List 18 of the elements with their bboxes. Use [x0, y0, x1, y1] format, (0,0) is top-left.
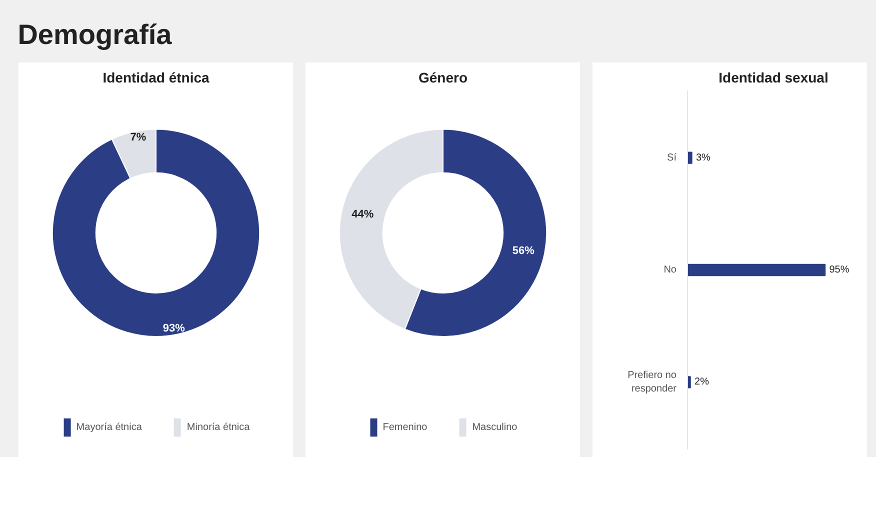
data-label: 93%	[162, 322, 186, 334]
legend-label: Masculino	[472, 422, 518, 432]
data-label: 44%	[352, 208, 374, 221]
text: Demografía	[18, 19, 172, 50]
y-tick-label: Sí	[667, 152, 677, 164]
data-label: 7%	[130, 131, 146, 144]
legend-label: Minoría étnica	[186, 422, 250, 432]
slice-label: Femenino	[382, 422, 428, 432]
data-label: 95%	[829, 264, 850, 276]
data-label: 56%	[512, 245, 535, 258]
chart-title: Identidad sexual	[718, 70, 828, 86]
chart-title: Género	[418, 70, 468, 86]
data-label: 3%	[696, 152, 711, 164]
legend-label: Mayoría étnica	[76, 422, 142, 432]
y-tick-label: No	[664, 264, 677, 276]
y-tick-label: Prefiero no responder	[628, 370, 678, 394]
chart-title: Identidad étnica	[102, 70, 210, 86]
data-label: 2%	[694, 376, 710, 388]
